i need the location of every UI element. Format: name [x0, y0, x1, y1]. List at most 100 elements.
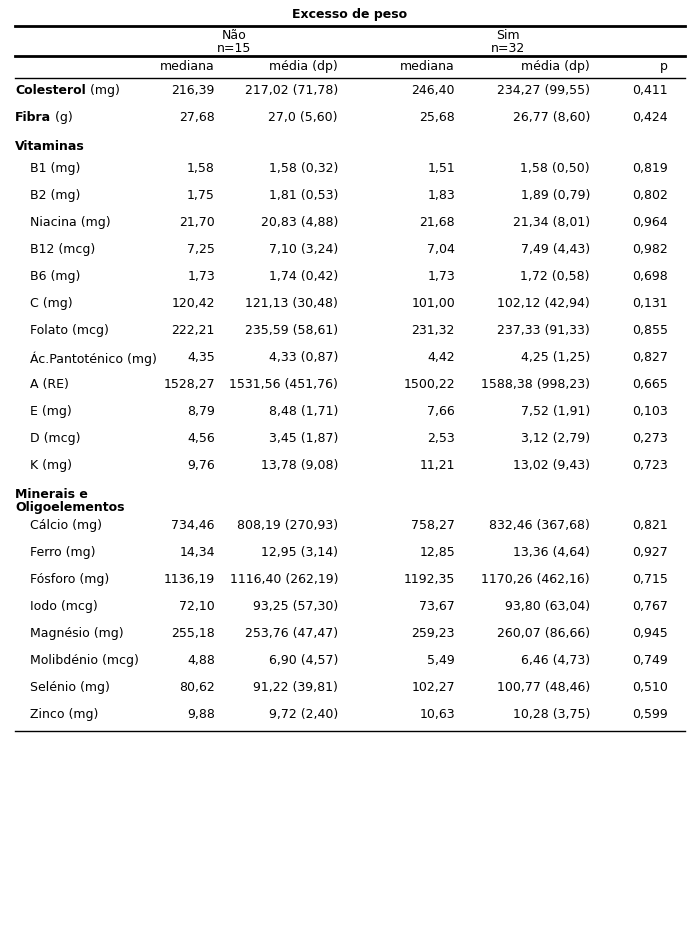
- Text: 0,819: 0,819: [632, 162, 668, 175]
- Text: 0,855: 0,855: [632, 324, 668, 337]
- Text: 1,75: 1,75: [187, 189, 215, 202]
- Text: 1,89 (0,79): 1,89 (0,79): [521, 189, 590, 202]
- Text: Fósforo (mg): Fósforo (mg): [30, 573, 109, 586]
- Text: Oligoelementos: Oligoelementos: [15, 501, 125, 514]
- Text: 20,83 (4,88): 20,83 (4,88): [260, 216, 338, 229]
- Text: 1,83: 1,83: [427, 189, 455, 202]
- Text: 91,22 (39,81): 91,22 (39,81): [253, 681, 338, 694]
- Text: B2 (mg): B2 (mg): [30, 189, 80, 202]
- Text: 80,62: 80,62: [179, 681, 215, 694]
- Text: 10,28 (3,75): 10,28 (3,75): [512, 708, 590, 721]
- Text: 0,827: 0,827: [632, 351, 668, 364]
- Text: 4,35: 4,35: [188, 351, 215, 364]
- Text: 26,77 (8,60): 26,77 (8,60): [512, 111, 590, 124]
- Text: 1,58: 1,58: [187, 162, 215, 175]
- Text: 1,72 (0,58): 1,72 (0,58): [521, 270, 590, 283]
- Text: 246,40: 246,40: [412, 84, 455, 97]
- Text: K (mg): K (mg): [30, 459, 72, 472]
- Text: 1116,40 (262,19): 1116,40 (262,19): [230, 573, 338, 586]
- Text: Ferro (mg): Ferro (mg): [30, 546, 95, 559]
- Text: 9,76: 9,76: [188, 459, 215, 472]
- Text: 235,59 (58,61): 235,59 (58,61): [245, 324, 338, 337]
- Text: 260,07 (86,66): 260,07 (86,66): [497, 627, 590, 640]
- Text: 102,12 (42,94): 102,12 (42,94): [497, 297, 590, 310]
- Text: 0,821: 0,821: [632, 519, 668, 532]
- Text: Niacina (mg): Niacina (mg): [30, 216, 111, 229]
- Text: 3,12 (2,79): 3,12 (2,79): [521, 432, 590, 445]
- Text: 1,74 (0,42): 1,74 (0,42): [269, 270, 338, 283]
- Text: B6 (mg): B6 (mg): [30, 270, 80, 283]
- Text: 1500,22: 1500,22: [403, 378, 455, 391]
- Text: 4,56: 4,56: [188, 432, 215, 445]
- Text: 255,18: 255,18: [172, 627, 215, 640]
- Text: Magnésio (mg): Magnésio (mg): [30, 627, 124, 640]
- Text: 832,46 (367,68): 832,46 (367,68): [489, 519, 590, 532]
- Text: Cálcio (mg): Cálcio (mg): [30, 519, 102, 532]
- Text: mediana: mediana: [160, 60, 215, 73]
- Text: 1531,56 (451,76): 1531,56 (451,76): [229, 378, 338, 391]
- Text: 101,00: 101,00: [412, 297, 455, 310]
- Text: 13,78 (9,08): 13,78 (9,08): [260, 459, 338, 472]
- Text: E (mg): E (mg): [30, 405, 71, 418]
- Text: 6,46 (4,73): 6,46 (4,73): [521, 654, 590, 667]
- Text: 0,411: 0,411: [632, 84, 668, 97]
- Text: 259,23: 259,23: [412, 627, 455, 640]
- Text: 4,88: 4,88: [187, 654, 215, 667]
- Text: 0,424: 0,424: [632, 111, 668, 124]
- Text: (mg): (mg): [85, 84, 120, 97]
- Text: 73,67: 73,67: [419, 600, 455, 613]
- Text: 0,767: 0,767: [632, 600, 668, 613]
- Text: 11,21: 11,21: [419, 459, 455, 472]
- Text: 0,982: 0,982: [632, 243, 668, 256]
- Text: D (mcg): D (mcg): [30, 432, 80, 445]
- Text: 93,25 (57,30): 93,25 (57,30): [253, 600, 338, 613]
- Text: 13,36 (4,64): 13,36 (4,64): [513, 546, 590, 559]
- Text: 4,42: 4,42: [428, 351, 455, 364]
- Text: 1528,27: 1528,27: [163, 378, 215, 391]
- Text: 0,802: 0,802: [632, 189, 668, 202]
- Text: Selénio (mg): Selénio (mg): [30, 681, 110, 694]
- Text: 21,34 (8,01): 21,34 (8,01): [513, 216, 590, 229]
- Text: 21,68: 21,68: [419, 216, 455, 229]
- Text: n=15: n=15: [217, 42, 251, 55]
- Text: 0,945: 0,945: [632, 627, 668, 640]
- Text: 0,510: 0,510: [632, 681, 668, 694]
- Text: Fibra: Fibra: [15, 111, 51, 124]
- Text: 25,68: 25,68: [419, 111, 455, 124]
- Text: 27,0 (5,60): 27,0 (5,60): [269, 111, 338, 124]
- Text: 121,13 (30,48): 121,13 (30,48): [245, 297, 338, 310]
- Text: 0,964: 0,964: [632, 216, 668, 229]
- Text: 217,02 (71,78): 217,02 (71,78): [245, 84, 338, 97]
- Text: 0,749: 0,749: [632, 654, 668, 667]
- Text: 0,131: 0,131: [632, 297, 668, 310]
- Text: 10,63: 10,63: [419, 708, 455, 721]
- Text: 1588,38 (998,23): 1588,38 (998,23): [481, 378, 590, 391]
- Text: 4,33 (0,87): 4,33 (0,87): [269, 351, 338, 364]
- Text: 8,48 (1,71): 8,48 (1,71): [269, 405, 338, 418]
- Text: 3,45 (1,87): 3,45 (1,87): [269, 432, 338, 445]
- Text: 0,103: 0,103: [632, 405, 668, 418]
- Text: C (mg): C (mg): [30, 297, 73, 310]
- Text: 9,72 (2,40): 9,72 (2,40): [269, 708, 338, 721]
- Text: 0,698: 0,698: [632, 270, 668, 283]
- Text: 120,42: 120,42: [172, 297, 215, 310]
- Text: 237,33 (91,33): 237,33 (91,33): [497, 324, 590, 337]
- Text: 1,73: 1,73: [427, 270, 455, 283]
- Text: Sim: Sim: [496, 29, 519, 42]
- Text: p: p: [660, 60, 668, 73]
- Text: 808,19 (270,93): 808,19 (270,93): [237, 519, 338, 532]
- Text: 7,25: 7,25: [187, 243, 215, 256]
- Text: 231,32: 231,32: [412, 324, 455, 337]
- Text: 1,58 (0,50): 1,58 (0,50): [520, 162, 590, 175]
- Text: Folato (mcg): Folato (mcg): [30, 324, 109, 337]
- Text: A (RE): A (RE): [30, 378, 69, 391]
- Text: média (dp): média (dp): [270, 60, 338, 73]
- Text: 0,273: 0,273: [632, 432, 668, 445]
- Text: B12 (mcg): B12 (mcg): [30, 243, 95, 256]
- Text: (g): (g): [51, 111, 73, 124]
- Text: Molibdénio (mcg): Molibdénio (mcg): [30, 654, 139, 667]
- Text: 1170,26 (462,16): 1170,26 (462,16): [482, 573, 590, 586]
- Text: Minerais e: Minerais e: [15, 488, 88, 501]
- Text: B1 (mg): B1 (mg): [30, 162, 80, 175]
- Text: 2,53: 2,53: [427, 432, 455, 445]
